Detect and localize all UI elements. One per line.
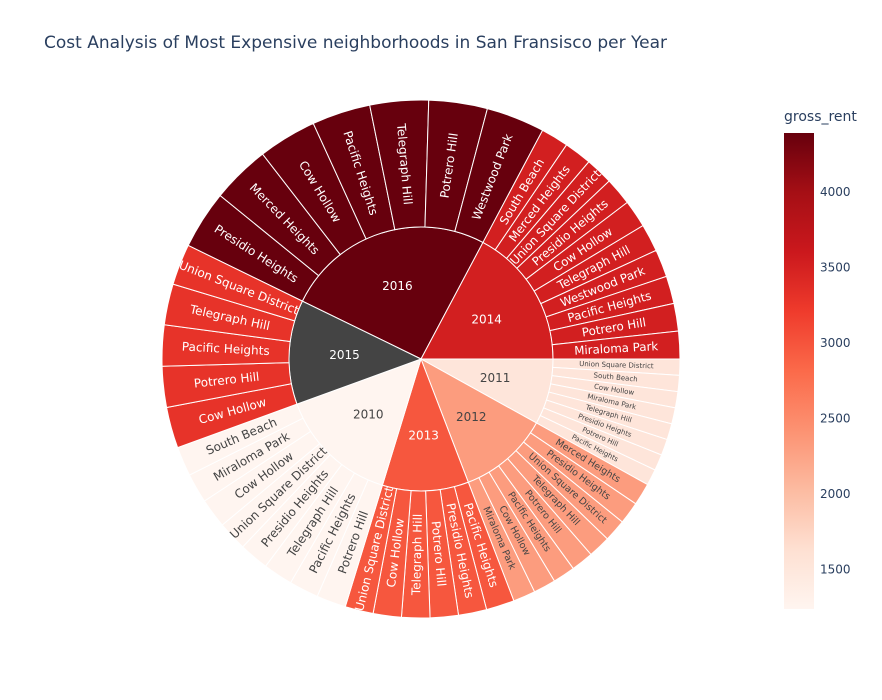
neighborhood-wedge[interactable] bbox=[163, 283, 296, 343]
neighborhood-wedge[interactable] bbox=[525, 201, 644, 292]
neighborhood-wedge[interactable] bbox=[439, 486, 488, 616]
year-label-2011: 2011 bbox=[480, 371, 511, 385]
neighborhood-wedge[interactable] bbox=[454, 108, 544, 244]
neighborhood-wedge[interactable] bbox=[551, 366, 681, 393]
neighborhood-wedge[interactable] bbox=[539, 407, 663, 471]
neighborhood-wedge[interactable] bbox=[166, 383, 298, 449]
neighborhood-wedge[interactable] bbox=[316, 479, 384, 608]
neighborhood-wedge[interactable] bbox=[242, 454, 343, 567]
neighborhood-label: Miraloma Park bbox=[574, 339, 659, 358]
neighborhood-wedge[interactable] bbox=[542, 399, 668, 456]
neighborhood-label: Union Square District bbox=[579, 360, 654, 370]
neighborhood-wedge[interactable] bbox=[188, 417, 312, 502]
colorbar-tick-label: 2500 bbox=[820, 412, 851, 426]
neighborhood-wedge[interactable] bbox=[289, 472, 369, 597]
year-label-2012: 2012 bbox=[456, 410, 487, 424]
neighborhood-wedge[interactable] bbox=[535, 414, 656, 486]
neighborhood-wedge[interactable] bbox=[161, 324, 291, 367]
neighborhood-wedge[interactable] bbox=[540, 249, 668, 318]
neighborhood-wedge[interactable] bbox=[488, 465, 574, 582]
neighborhood-wedge[interactable] bbox=[494, 144, 590, 260]
neighborhood-wedge[interactable] bbox=[312, 104, 396, 240]
neighborhood-wedge[interactable] bbox=[172, 244, 304, 322]
sunburst-wedges bbox=[161, 99, 681, 619]
neighborhood-wedge[interactable] bbox=[369, 99, 430, 231]
neighborhood-wedge[interactable] bbox=[548, 383, 676, 425]
colorbar-tick-label: 3500 bbox=[820, 260, 851, 274]
colorbar bbox=[784, 133, 814, 609]
colorbar-tick-label: 4000 bbox=[820, 185, 851, 199]
year-label-2016: 2016 bbox=[382, 279, 413, 293]
neighborhood-wedge[interactable] bbox=[467, 476, 536, 602]
colorbar-title: gross_rent bbox=[784, 109, 857, 125]
neighborhood-wedge[interactable] bbox=[506, 449, 609, 556]
neighborhood-wedge[interactable] bbox=[219, 153, 341, 277]
neighborhood-wedge[interactable] bbox=[221, 442, 331, 548]
neighborhood-label: Telegraph Hill bbox=[394, 122, 415, 205]
year-label-2015: 2015 bbox=[329, 348, 360, 362]
neighborhood-wedge[interactable] bbox=[478, 471, 556, 593]
neighborhood-wedge[interactable] bbox=[424, 99, 489, 233]
neighborhood-wedge[interactable] bbox=[261, 122, 367, 256]
neighborhood-wedge[interactable] bbox=[545, 391, 673, 441]
neighborhood-wedge[interactable] bbox=[545, 275, 675, 332]
neighborhood-wedge[interactable] bbox=[497, 457, 592, 570]
neighborhood-wedge[interactable] bbox=[425, 489, 460, 619]
colorbar-tick-label: 3000 bbox=[820, 336, 851, 350]
neighborhood-wedge[interactable] bbox=[176, 403, 304, 476]
neighborhood-label: Telegraph Hill bbox=[409, 514, 425, 597]
neighborhood-wedge[interactable] bbox=[522, 432, 637, 523]
neighborhood-wedge[interactable] bbox=[552, 358, 681, 376]
neighborhood-wedge[interactable] bbox=[161, 362, 292, 409]
neighborhood-label: Potrero Hill bbox=[429, 520, 449, 587]
neighborhood-label: Pacific Heights bbox=[182, 339, 270, 358]
neighborhood-wedge[interactable] bbox=[344, 484, 398, 615]
colorbar-tick-label: 1500 bbox=[820, 563, 851, 577]
neighborhood-wedge[interactable] bbox=[550, 375, 679, 409]
neighborhood-wedge[interactable] bbox=[400, 490, 431, 619]
neighborhood-wedge[interactable] bbox=[551, 330, 681, 360]
year-label-2014: 2014 bbox=[471, 313, 502, 327]
neighborhood-wedge[interactable] bbox=[505, 161, 610, 270]
neighborhood-wedge[interactable] bbox=[264, 463, 356, 584]
neighborhood-wedge[interactable] bbox=[372, 488, 412, 618]
neighborhood-wedge[interactable] bbox=[533, 224, 657, 305]
neighborhood-wedge[interactable] bbox=[482, 129, 568, 251]
neighborhood-wedge[interactable] bbox=[516, 180, 629, 280]
year-label-2010: 2010 bbox=[353, 408, 384, 422]
neighborhood-wedge[interactable] bbox=[529, 422, 649, 505]
neighborhood-wedge[interactable] bbox=[515, 441, 623, 540]
colorbar-tick-label: 2000 bbox=[820, 487, 851, 501]
neighborhood-wedge[interactable] bbox=[203, 430, 321, 526]
year-label-2013: 2013 bbox=[408, 429, 439, 443]
chart-title: Cost Analysis of Most Expensive neighbor… bbox=[44, 33, 668, 53]
neighborhood-wedge[interactable] bbox=[453, 481, 515, 611]
